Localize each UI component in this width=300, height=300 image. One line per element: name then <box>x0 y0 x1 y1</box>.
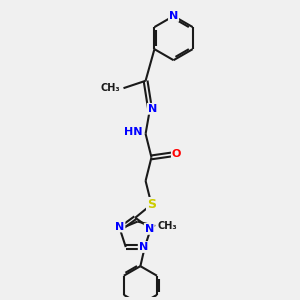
Text: HN: HN <box>124 127 142 137</box>
Text: S: S <box>147 198 156 211</box>
Text: N: N <box>145 224 154 234</box>
Text: N: N <box>148 104 157 114</box>
Text: CH₃: CH₃ <box>158 221 177 231</box>
Text: N: N <box>139 242 148 252</box>
Text: O: O <box>172 149 181 159</box>
Text: N: N <box>169 11 178 21</box>
Text: N: N <box>115 222 124 232</box>
Text: CH₃: CH₃ <box>101 83 121 93</box>
